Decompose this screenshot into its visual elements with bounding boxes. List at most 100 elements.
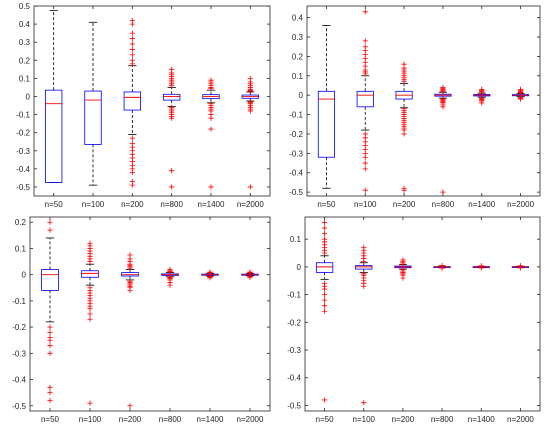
y-tick-label: -0.4 bbox=[12, 376, 26, 385]
outlier-marker bbox=[129, 30, 135, 36]
outlier-marker bbox=[47, 390, 53, 396]
outlier-marker bbox=[401, 131, 407, 137]
y-tick-label: -0.1 bbox=[287, 291, 301, 300]
iqr-box bbox=[317, 90, 335, 158]
y-tick-label: -0.1 bbox=[16, 111, 30, 120]
box-n-50 bbox=[317, 24, 335, 189]
x-tick-label: n=100 bbox=[353, 415, 376, 424]
y-tick-label: 0.5 bbox=[19, 2, 31, 11]
outlier-marker bbox=[479, 89, 485, 95]
outlier-marker bbox=[321, 286, 328, 292]
outlier-marker bbox=[47, 227, 53, 233]
box-n-1400 bbox=[201, 269, 219, 281]
outlier-marker bbox=[362, 71, 368, 77]
box-n-50 bbox=[41, 219, 59, 404]
y-tick-label: 0.3 bbox=[292, 33, 304, 42]
outlier-marker bbox=[127, 265, 133, 271]
outlier-marker bbox=[321, 308, 328, 314]
y-tick-label: 0.4 bbox=[19, 20, 31, 29]
outlier-marker bbox=[169, 83, 175, 89]
y-tick-label: 0.2 bbox=[292, 52, 304, 61]
x-tick-label: n=800 bbox=[432, 200, 455, 209]
x-tick-label: n=1400 bbox=[468, 415, 495, 424]
outlier-marker bbox=[362, 38, 368, 44]
x-tick-label: n=200 bbox=[119, 415, 142, 424]
x-tick-label: n=100 bbox=[79, 415, 102, 424]
outlier-marker bbox=[362, 166, 368, 172]
outlier-marker bbox=[321, 225, 328, 231]
y-tick-label: -0.5 bbox=[289, 188, 303, 197]
outlier-marker bbox=[127, 403, 133, 409]
box-n-2000 bbox=[241, 269, 259, 280]
plot-frame bbox=[304, 216, 541, 412]
box-n-800 bbox=[433, 262, 451, 271]
y-tick-label: 0.1 bbox=[290, 235, 302, 244]
outlier-marker bbox=[362, 160, 368, 166]
outlier-marker bbox=[208, 85, 214, 91]
x-tick-label: n=1400 bbox=[198, 200, 225, 209]
y-tick-label: -0.3 bbox=[12, 349, 26, 358]
y-tick-label: 0 bbox=[22, 271, 27, 280]
outlier-marker bbox=[362, 9, 368, 15]
panel-bottom-left: -0.5 -0.4 -0.3 -0.2 -0.1 0 0.1 0.2 n=50 n=100 n=20… bbox=[12, 216, 271, 424]
x-tick-label: n=2000 bbox=[507, 415, 534, 424]
box-n-100 bbox=[356, 9, 374, 193]
y-tick-label: -0.2 bbox=[289, 130, 303, 139]
outlier-marker bbox=[401, 79, 407, 85]
box-n-800 bbox=[163, 66, 181, 190]
box-n-2000 bbox=[241, 75, 259, 190]
y-tick-label: -0.3 bbox=[289, 149, 303, 158]
box-n-200 bbox=[123, 17, 141, 188]
iqr-box bbox=[81, 270, 99, 278]
outlier-marker bbox=[321, 250, 328, 256]
y-tick-label: -0.3 bbox=[16, 147, 30, 156]
y-tick-label: -0.5 bbox=[287, 401, 301, 410]
y-tick-label: -0.2 bbox=[287, 318, 301, 327]
box-n-1400 bbox=[472, 263, 490, 271]
outlier-marker bbox=[440, 104, 446, 110]
y-tick-label: 0.4 bbox=[292, 14, 304, 23]
x-tick-label: n=50 bbox=[317, 200, 336, 209]
y-tick-label: -0.4 bbox=[16, 165, 30, 174]
y-tick-label: 0.3 bbox=[19, 38, 31, 47]
y-tick-label: 0 bbox=[299, 91, 304, 100]
panel-top-left: -0.5 -0.4 -0.3 -0.2 -0.1 0 0.1 0.2 0.3 0.4 0.5 n=50… bbox=[16, 2, 271, 209]
outlier-marker bbox=[47, 384, 53, 391]
outlier-marker bbox=[517, 90, 524, 96]
outlier-marker bbox=[87, 306, 93, 312]
outlier-marker bbox=[87, 316, 93, 322]
box-n-50 bbox=[315, 219, 334, 403]
panel-top-right: -0.5 -0.4 -0.3 -0.2 -0.1 0 0.1 0.2 0.3 0.4 n=50 n=1… bbox=[289, 5, 541, 209]
outlier-marker bbox=[47, 350, 53, 356]
outlier-marker bbox=[87, 258, 93, 265]
outlier-marker bbox=[362, 154, 368, 160]
box-n-100 bbox=[81, 240, 99, 406]
outlier-marker bbox=[400, 275, 406, 281]
outlier-marker bbox=[47, 397, 53, 404]
box-n-100 bbox=[84, 21, 102, 186]
box-n-1400 bbox=[473, 86, 491, 106]
x-tick-label: n=1400 bbox=[468, 200, 495, 209]
y-tick-label: -0.1 bbox=[12, 297, 26, 306]
outlier-marker bbox=[129, 52, 135, 58]
outlier-marker bbox=[401, 187, 407, 193]
outlier-marker bbox=[129, 182, 135, 188]
x-tick-label: n=800 bbox=[160, 200, 183, 209]
y-tick-label: -0.3 bbox=[287, 346, 301, 355]
outlier-marker bbox=[129, 46, 135, 53]
outlier-marker bbox=[247, 108, 253, 114]
plot-frame bbox=[29, 216, 271, 412]
outlier-marker bbox=[321, 292, 328, 298]
outlier-marker bbox=[167, 269, 173, 275]
plot-frame bbox=[33, 5, 271, 197]
y-tick-label: -0.4 bbox=[289, 169, 303, 178]
outlier-marker bbox=[517, 96, 524, 102]
outlier-marker bbox=[478, 265, 484, 271]
y-tick-label: -0.4 bbox=[287, 374, 301, 383]
box-n-800 bbox=[161, 266, 179, 288]
y-tick-label: -0.1 bbox=[289, 111, 303, 120]
outlier-marker bbox=[321, 231, 328, 237]
iqr-box bbox=[84, 90, 102, 145]
x-tick-label: n=100 bbox=[354, 200, 377, 209]
